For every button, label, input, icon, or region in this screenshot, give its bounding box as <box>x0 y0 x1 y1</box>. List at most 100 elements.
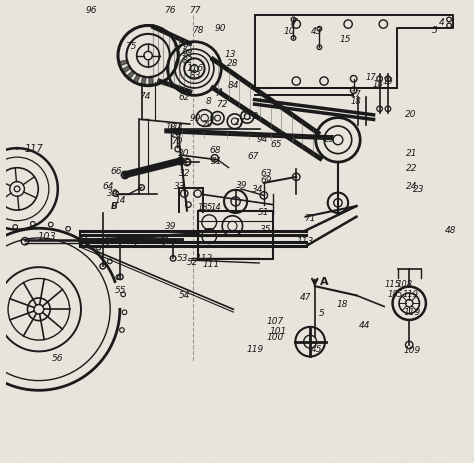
Point <box>226 68 233 75</box>
Point <box>408 277 416 285</box>
Point <box>329 369 337 376</box>
Point <box>437 308 445 316</box>
Point <box>104 383 111 390</box>
Point <box>308 317 315 324</box>
Point <box>280 287 287 294</box>
Point <box>302 404 310 411</box>
Point <box>367 25 374 32</box>
Point <box>317 194 324 202</box>
Point <box>372 310 380 317</box>
Point <box>395 339 403 346</box>
Point <box>156 269 164 276</box>
Point <box>434 398 441 406</box>
Point <box>229 92 237 99</box>
Point <box>294 169 302 176</box>
Point <box>28 154 36 161</box>
Point <box>215 285 222 292</box>
Point <box>430 71 438 79</box>
Point <box>431 94 438 101</box>
Point <box>407 91 414 99</box>
Point <box>159 408 167 416</box>
Point <box>29 347 36 354</box>
Point <box>380 400 388 407</box>
Point <box>206 303 213 310</box>
Point <box>454 122 461 130</box>
Point <box>13 225 21 232</box>
Point <box>204 303 211 311</box>
Point <box>443 13 451 20</box>
Point <box>264 245 271 253</box>
Point <box>265 440 273 447</box>
Point <box>38 397 46 405</box>
Point <box>88 281 96 288</box>
Point <box>73 280 81 288</box>
Point <box>117 388 125 395</box>
Point <box>65 148 73 156</box>
Point <box>186 23 193 31</box>
Point <box>275 133 283 140</box>
Point <box>396 340 403 348</box>
Point <box>11 92 18 100</box>
Point <box>317 0 324 5</box>
Point <box>38 252 46 260</box>
Point <box>367 7 375 14</box>
Point <box>118 247 126 254</box>
Point <box>385 457 393 463</box>
Point <box>234 275 241 282</box>
Point <box>286 25 293 32</box>
Point <box>84 421 92 429</box>
Point <box>451 48 458 56</box>
Point <box>323 367 331 374</box>
Point <box>210 443 217 450</box>
Point <box>168 452 175 460</box>
Point <box>215 1 223 9</box>
Point <box>419 148 427 155</box>
Point <box>333 243 341 250</box>
Point <box>80 403 88 411</box>
Point <box>67 51 74 59</box>
Text: 78: 78 <box>192 25 203 35</box>
Point <box>47 190 55 198</box>
Point <box>166 321 174 328</box>
Point <box>111 138 119 145</box>
Point <box>210 287 218 294</box>
Point <box>380 120 388 128</box>
Point <box>242 334 249 341</box>
Point <box>13 366 21 373</box>
Point <box>277 236 285 244</box>
Point <box>265 143 273 150</box>
Point <box>122 384 129 392</box>
Point <box>56 437 64 444</box>
Point <box>375 315 383 322</box>
Point <box>18 459 26 463</box>
Point <box>451 135 458 142</box>
Point <box>417 179 425 187</box>
Point <box>325 323 332 330</box>
Point <box>175 349 182 357</box>
Point <box>112 205 119 212</box>
Point <box>372 0 379 6</box>
Point <box>30 328 38 335</box>
Point <box>447 47 455 55</box>
Point <box>46 363 54 371</box>
Point <box>279 448 286 455</box>
Point <box>453 432 460 439</box>
Point <box>152 227 160 234</box>
Point <box>165 224 173 232</box>
Point <box>322 437 330 444</box>
Point <box>76 418 84 425</box>
Point <box>252 145 260 152</box>
Point <box>36 57 44 64</box>
Point <box>295 159 302 167</box>
Point <box>88 44 96 51</box>
Point <box>228 155 235 162</box>
Point <box>361 374 369 381</box>
Point <box>169 57 176 65</box>
Point <box>104 82 112 90</box>
Text: 62: 62 <box>178 93 190 102</box>
Point <box>451 208 458 216</box>
Point <box>433 71 440 78</box>
Point <box>458 43 465 50</box>
Point <box>341 378 349 385</box>
Point <box>58 383 65 390</box>
